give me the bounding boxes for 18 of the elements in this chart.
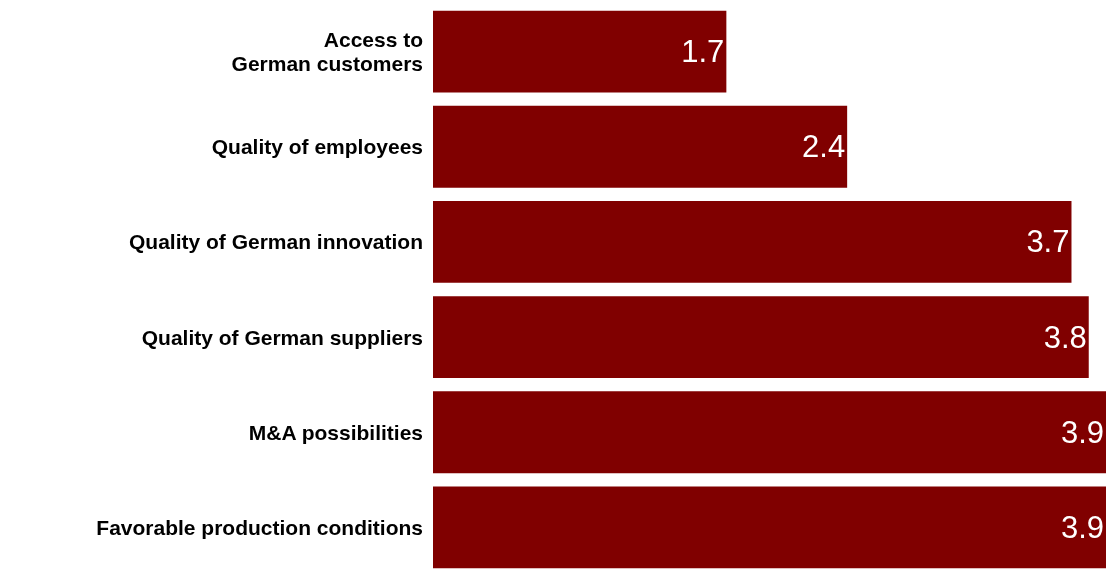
bar (433, 10, 727, 93)
data-label: 3.9 (1060, 414, 1104, 450)
data-label: 3.9 (1060, 509, 1104, 545)
bar (433, 105, 848, 188)
y-tick-label: Quality of employees (211, 135, 423, 159)
y-tick-label: Quality of German suppliers (141, 325, 423, 349)
bar (433, 296, 1089, 379)
data-label: 1.7 (681, 34, 725, 70)
data-label: 2.4 (802, 129, 846, 165)
y-tick-label: Favorable production conditions (96, 515, 423, 539)
bar (433, 201, 1072, 283)
y-tick-label: Access to German customers (231, 28, 423, 76)
bar (433, 391, 1106, 474)
y-tick-label: M&A possibilities (248, 420, 423, 444)
bar (433, 486, 1106, 569)
y-tick-label: Quality of German innovation (128, 230, 423, 254)
data-label: 3.7 (1026, 224, 1070, 260)
data-label: 3.8 (1043, 319, 1087, 355)
